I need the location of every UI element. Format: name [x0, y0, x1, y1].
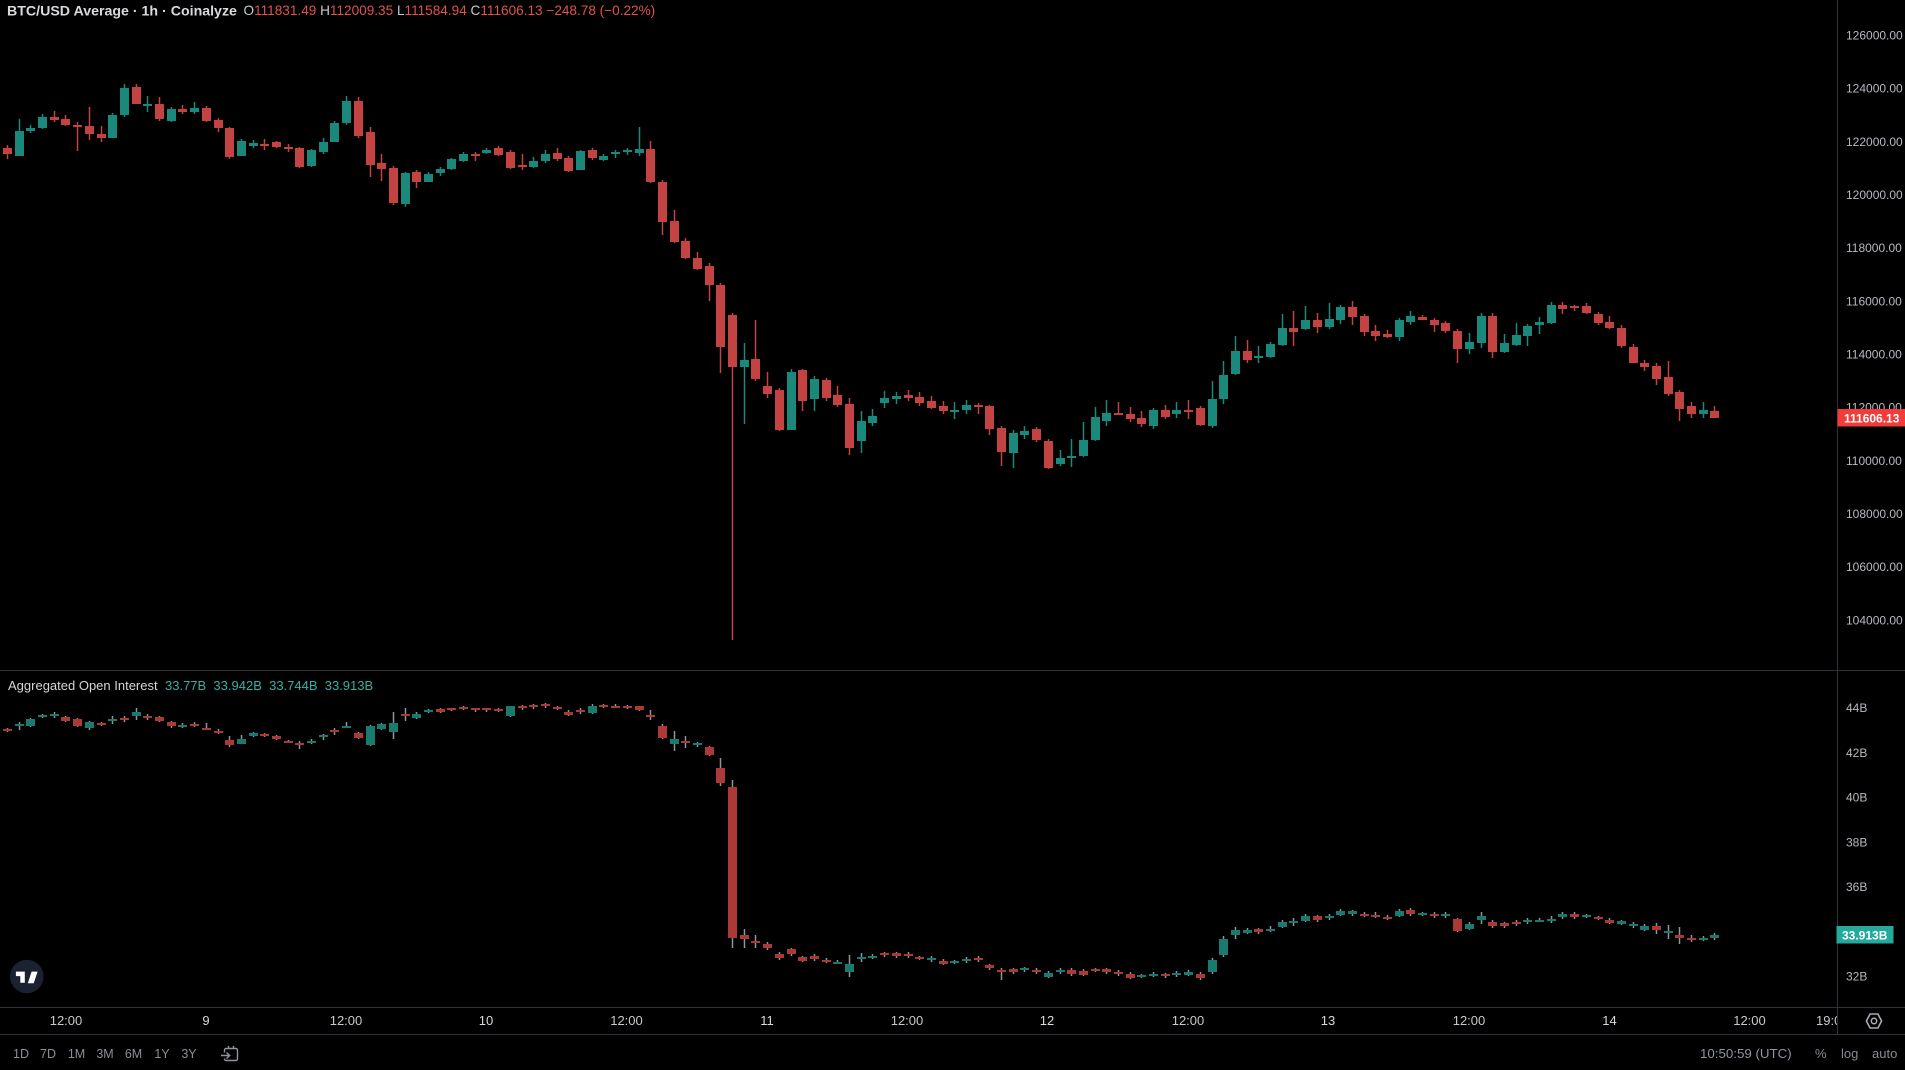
svg-text:6M: 6M: [125, 1047, 142, 1061]
svg-text:9: 9: [202, 1013, 209, 1028]
svg-text:32B: 32B: [1846, 970, 1867, 984]
svg-text:42B: 42B: [1846, 746, 1867, 760]
svg-text:118000.00: 118000.00: [1846, 241, 1902, 255]
svg-text:38B: 38B: [1846, 835, 1867, 849]
svg-text:10:50:59 (UTC): 10:50:59 (UTC): [1700, 1046, 1792, 1061]
svg-text:111606.13: 111606.13: [1844, 412, 1900, 426]
svg-text:110000.00: 110000.00: [1846, 454, 1902, 468]
svg-text:124000.00: 124000.00: [1846, 82, 1903, 96]
svg-text:Aggregated Open Interest: Aggregated Open Interest: [8, 678, 158, 693]
svg-text:BTC/USD Average · 1h · Coinaly: BTC/USD Average · 1h · Coinalyze: [7, 4, 237, 20]
svg-text:auto: auto: [1872, 1046, 1897, 1061]
svg-text:12:00: 12:00: [50, 1013, 83, 1028]
svg-text:12:00: 12:00: [330, 1013, 363, 1028]
svg-text:12:00: 12:00: [610, 1013, 643, 1028]
svg-text:3Y: 3Y: [181, 1047, 197, 1061]
svg-text:12:00: 12:00: [891, 1013, 924, 1028]
svg-text:44B: 44B: [1846, 701, 1867, 715]
svg-text:O111831.49 H112009.35 L111584.: O111831.49 H112009.35 L111584.94 C111606…: [244, 3, 656, 18]
svg-text:120000.00: 120000.00: [1846, 188, 1903, 202]
svg-text:7D: 7D: [40, 1047, 56, 1061]
svg-text:10: 10: [479, 1013, 493, 1028]
svg-text:%: %: [1815, 1046, 1827, 1061]
svg-text:126000.00: 126000.00: [1846, 29, 1903, 43]
svg-text:108000.00: 108000.00: [1846, 507, 1903, 521]
svg-text:12: 12: [1040, 1013, 1054, 1028]
svg-text:1Y: 1Y: [154, 1047, 170, 1061]
svg-text:122000.00: 122000.00: [1846, 135, 1903, 149]
svg-text:3M: 3M: [96, 1047, 113, 1061]
svg-text:19:00: 19:00: [1816, 1013, 1849, 1028]
svg-text:13: 13: [1321, 1013, 1335, 1028]
svg-text:104000.00: 104000.00: [1846, 613, 1903, 627]
svg-text:33.913B: 33.913B: [1842, 929, 1888, 943]
svg-text:log: log: [1841, 1046, 1858, 1061]
svg-text:1M: 1M: [68, 1047, 85, 1061]
svg-text:11: 11: [760, 1013, 774, 1028]
svg-text:114000.00: 114000.00: [1846, 348, 1902, 362]
svg-text:14: 14: [1602, 1013, 1616, 1028]
svg-text:12:00: 12:00: [1453, 1013, 1486, 1028]
svg-text:40B: 40B: [1846, 791, 1867, 805]
svg-text:116000.00: 116000.00: [1846, 294, 1902, 308]
svg-text:36B: 36B: [1846, 880, 1867, 894]
svg-text:33.77B 33.942B 33.744B 33.9: 33.77B 33.942B 33.744B 33.913B: [165, 678, 373, 693]
svg-text:12:00: 12:00: [1172, 1013, 1205, 1028]
svg-text:12:00: 12:00: [1733, 1013, 1766, 1028]
svg-text:106000.00: 106000.00: [1846, 560, 1903, 574]
svg-text:1D: 1D: [13, 1047, 29, 1061]
